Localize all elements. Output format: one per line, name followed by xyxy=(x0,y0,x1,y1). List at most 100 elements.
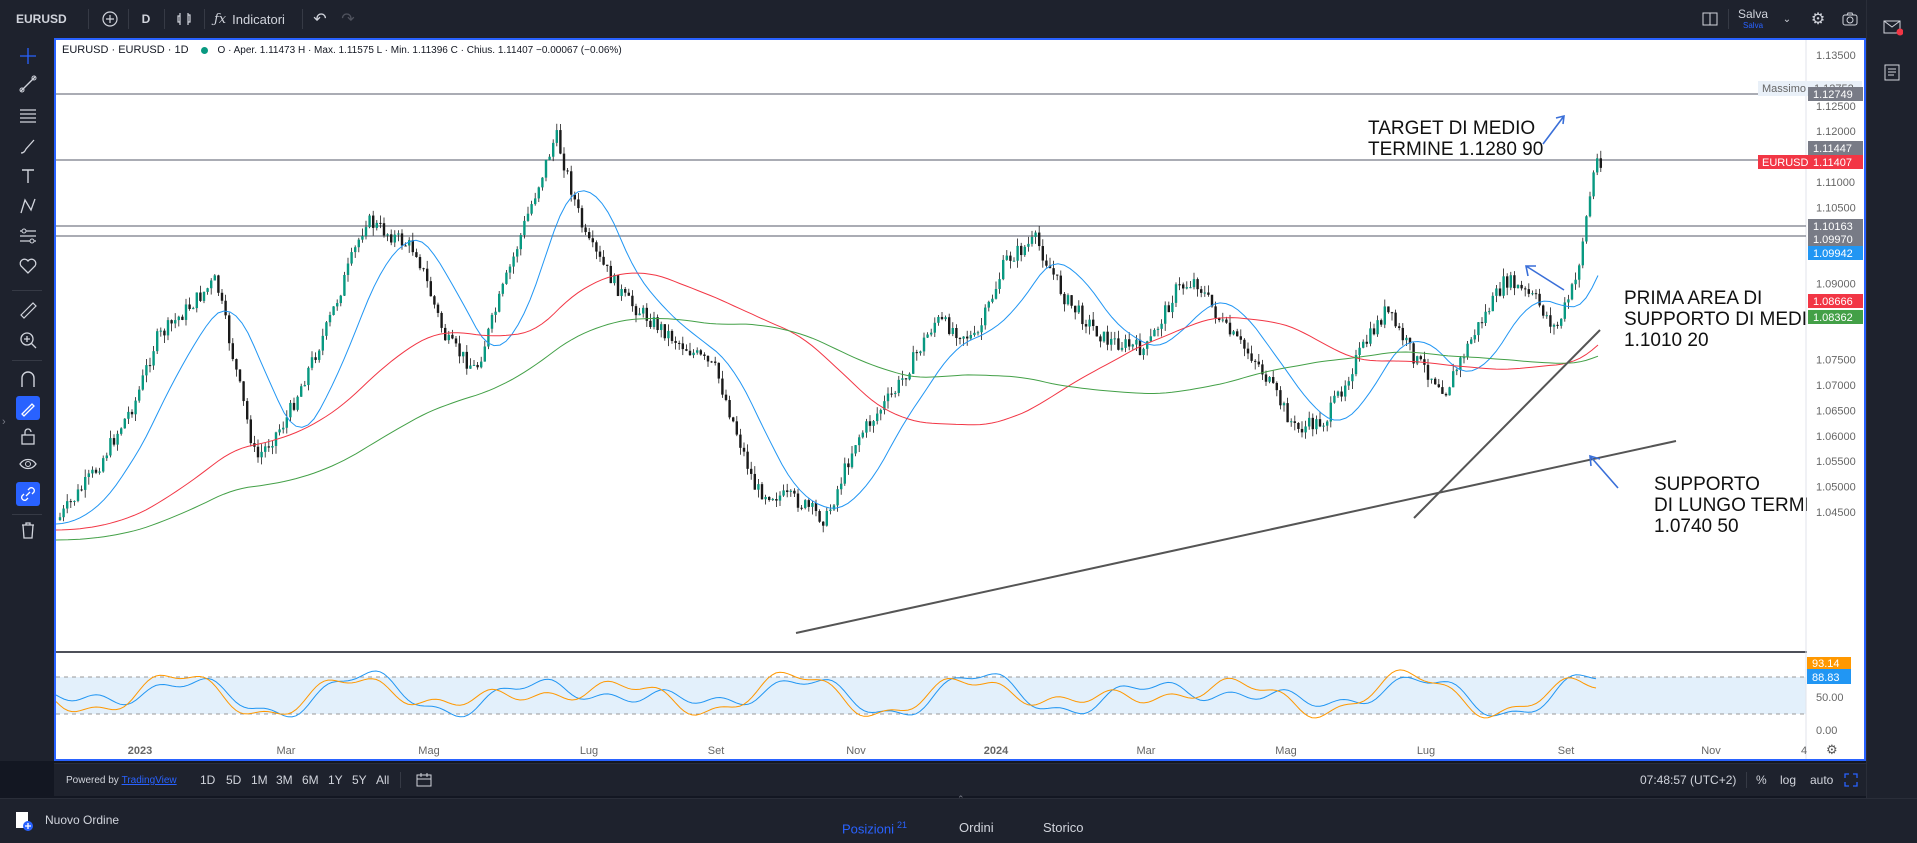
candle-body xyxy=(1390,312,1394,314)
chart-area[interactable]: TARGET DI MEDIO TERMINE 1.1280 90 PRIMA … xyxy=(54,38,1866,761)
undo-icon[interactable]: ↶ xyxy=(313,11,327,28)
candle-body xyxy=(364,227,368,237)
long-term-support-line[interactable] xyxy=(795,440,1677,634)
expand-panel-icon[interactable]: › xyxy=(2,416,6,428)
date-range-icon[interactable] xyxy=(416,764,432,796)
candle-body xyxy=(724,394,728,401)
log-toggle[interactable]: log xyxy=(1780,773,1797,787)
axis-settings-icon[interactable]: ⚙ xyxy=(1826,743,1838,758)
percent-toggle[interactable]: % xyxy=(1756,773,1767,787)
zoom-in-icon[interactable] xyxy=(16,328,40,352)
fib-retracement-icon[interactable] xyxy=(16,104,40,128)
range-1d[interactable]: 1D xyxy=(200,773,216,787)
clock[interactable]: 07:48:57 (UTC+2) xyxy=(1640,773,1737,787)
price-axis[interactable]: 1.13500 1.12500 1.12000 1.11000 1.10500 1.090… xyxy=(1816,50,1856,519)
new-order-icon[interactable] xyxy=(14,811,34,836)
price-label-bg xyxy=(1808,294,1863,308)
link-icon[interactable] xyxy=(16,482,40,506)
trend-line-icon[interactable] xyxy=(16,72,40,96)
candle-body xyxy=(87,473,90,478)
layout-icon[interactable] xyxy=(1700,0,1720,38)
range-1m[interactable]: 1M xyxy=(251,773,268,787)
lock-icon[interactable] xyxy=(16,424,40,448)
candle-body xyxy=(102,458,105,472)
tradingview-link[interactable]: TradingView xyxy=(121,774,177,786)
trash-icon[interactable] xyxy=(16,518,40,542)
candle-body xyxy=(1588,196,1592,217)
interval-button[interactable]: D xyxy=(141,12,151,26)
candle-body xyxy=(1228,322,1232,335)
tab-history[interactable]: Storico xyxy=(1043,820,1084,835)
candle-body xyxy=(1596,158,1599,173)
magnet-icon[interactable] xyxy=(16,368,40,392)
price-tick: 1.12500 xyxy=(1816,101,1856,113)
range-all[interactable]: All xyxy=(376,773,390,787)
candles-icon[interactable] xyxy=(172,0,196,38)
candle-body xyxy=(793,490,796,494)
medium-term-support-line[interactable] xyxy=(1413,329,1601,519)
range-5d[interactable]: 5D xyxy=(226,773,242,787)
add-symbol-icon[interactable] xyxy=(98,0,122,38)
candle-body xyxy=(393,234,396,243)
candle-body xyxy=(1491,295,1494,312)
brush-icon[interactable] xyxy=(16,134,40,158)
eye-icon[interactable] xyxy=(16,452,40,476)
candle-body xyxy=(933,322,936,333)
candle-body xyxy=(1149,336,1152,342)
symbol-search-button[interactable]: EURUSD xyxy=(16,12,67,26)
range-5y[interactable]: 5Y xyxy=(352,773,367,787)
candle-body xyxy=(289,402,292,418)
prediction-icon[interactable] xyxy=(16,224,40,248)
candle-body xyxy=(1236,331,1239,337)
indicators-button[interactable]: ƒx Indicatori xyxy=(214,0,285,38)
text-icon[interactable] xyxy=(16,164,40,188)
camera-icon[interactable] xyxy=(1840,0,1860,38)
candle-body xyxy=(1074,305,1077,313)
candle-body xyxy=(1131,344,1134,347)
gear-icon[interactable]: ⚙ xyxy=(1810,11,1826,28)
candle-body xyxy=(1452,371,1455,388)
candle-body xyxy=(822,521,825,526)
candle-body xyxy=(750,468,753,474)
fullscreen-icon[interactable] xyxy=(1844,764,1858,796)
range-3m[interactable]: 3M xyxy=(276,773,293,787)
candle-body xyxy=(660,324,663,331)
ruler-icon[interactable] xyxy=(16,298,40,322)
chart-canvas[interactable]: TARGET DI MEDIO TERMINE 1.1280 90 PRIMA … xyxy=(56,40,1864,759)
candle-body xyxy=(357,239,360,248)
candle-body xyxy=(958,338,962,340)
candle-body xyxy=(800,507,803,509)
pattern-icon[interactable] xyxy=(16,194,40,218)
symbol-price-label: EURUSD xyxy=(1762,157,1809,169)
prima-annotation-1: PRIMA AREA DI xyxy=(1624,288,1762,309)
candle-body xyxy=(1585,216,1588,242)
candle-body xyxy=(1308,417,1311,427)
divider xyxy=(12,360,42,361)
time-axis[interactable]: 2023 Mar Mag Lug Set Nov 2024 Mar Mag Lug Set Nov 4 xyxy=(128,745,1807,757)
notes-icon[interactable] xyxy=(1883,64,1903,82)
candle-body xyxy=(271,445,274,448)
redo-icon[interactable]: ↷ xyxy=(341,11,355,28)
range-1y[interactable]: 1Y xyxy=(328,773,343,787)
candle-body xyxy=(998,279,1001,289)
tab-positions[interactable]: Posizioni 21 xyxy=(842,820,907,836)
candle-body xyxy=(1254,360,1257,362)
tab-orders[interactable]: Ordini xyxy=(959,820,994,835)
save-button[interactable]: Salva Salva xyxy=(1738,0,1768,38)
candle-body xyxy=(1542,305,1545,316)
crosshair-icon[interactable] xyxy=(16,44,40,68)
candle-body xyxy=(1066,295,1070,305)
heart-icon[interactable] xyxy=(16,254,40,278)
candle-body xyxy=(505,272,508,284)
candle-body xyxy=(883,401,886,411)
auto-toggle[interactable]: auto xyxy=(1810,773,1834,787)
chevron-down-icon[interactable]: ⌄ xyxy=(1782,13,1792,25)
mail-icon[interactable] xyxy=(1883,20,1904,36)
candle-body xyxy=(912,352,915,374)
keep-drawing-icon[interactable] xyxy=(16,396,40,420)
candle-body xyxy=(1380,320,1383,325)
new-order-button[interactable]: Nuovo Ordine xyxy=(45,813,120,827)
candle-body xyxy=(1293,421,1296,423)
candle-body xyxy=(1156,328,1160,330)
range-6m[interactable]: 6M xyxy=(302,773,319,787)
